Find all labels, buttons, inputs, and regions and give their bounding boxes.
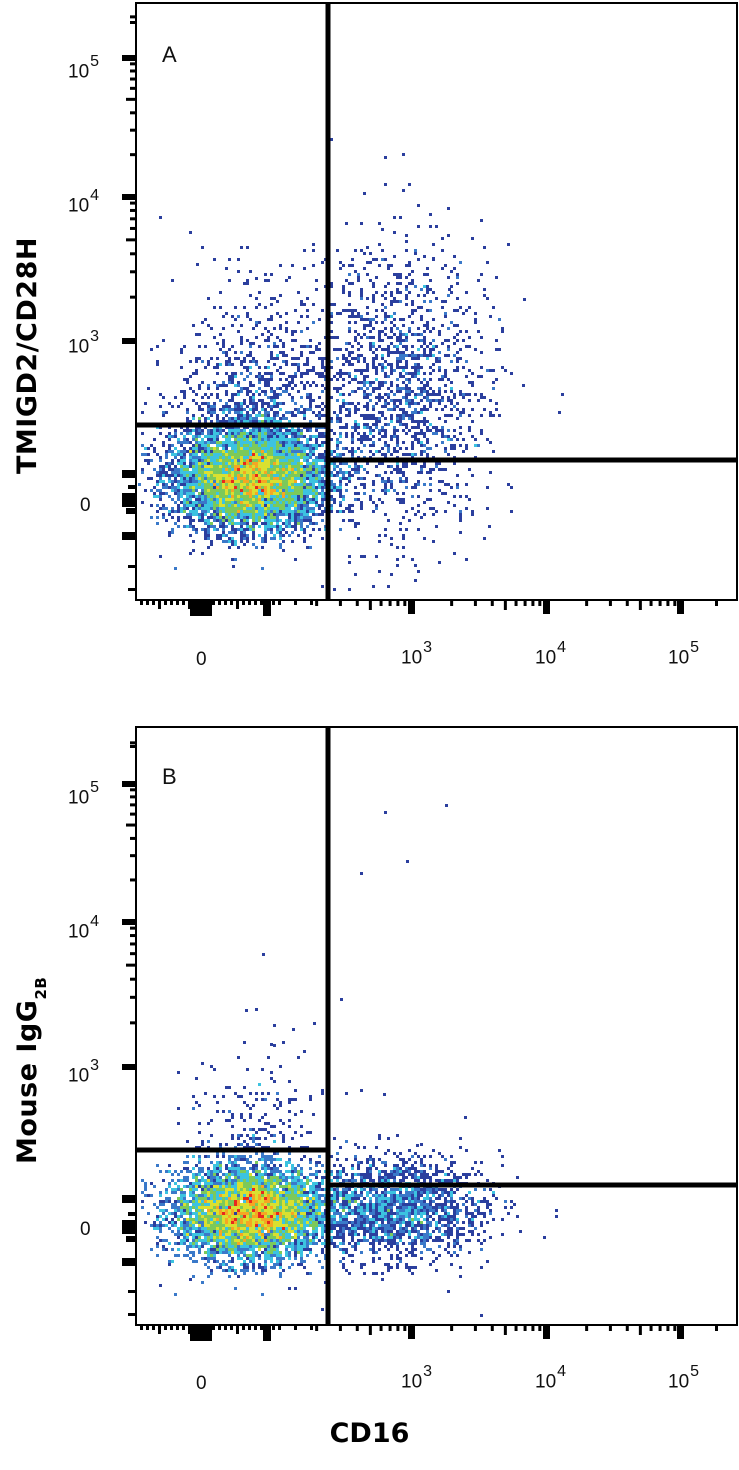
gate-horizontal-right <box>328 1182 737 1188</box>
gate-horizontal-left <box>136 1147 328 1153</box>
gate-vertical <box>325 727 331 1325</box>
y-axis-label-b-subscript: 2B <box>32 976 51 1000</box>
outlier-point <box>232 565 235 568</box>
outlier-point <box>270 1043 273 1046</box>
outlier-point <box>345 1092 348 1095</box>
y-tick-a-1e3: 103 <box>68 328 100 358</box>
outlier-point <box>340 998 343 1001</box>
plot-frame <box>135 2 738 601</box>
x-tick-b-1e5: 105 <box>668 1363 700 1393</box>
plot-b-canvas <box>122 726 738 1341</box>
outlier-point <box>448 288 451 291</box>
gate-horizontal-left <box>136 422 328 428</box>
x-axis-ticks <box>140 1325 718 1341</box>
outlier-point <box>313 1022 316 1025</box>
outlier-point <box>416 1144 419 1147</box>
outlier-point <box>383 1093 386 1096</box>
outlier-point <box>245 1009 248 1012</box>
x-axis-ticks <box>140 600 718 616</box>
outlier-point <box>445 804 448 807</box>
outlier-point <box>432 257 435 260</box>
panel-a: A TMIGD2/CD28H 105 104 103 0 0 103 104 1… <box>0 0 739 700</box>
outlier-point <box>255 1008 258 1011</box>
x-tick-b-1e3: 103 <box>401 1363 433 1393</box>
x-tick-a-0: 0 <box>196 649 207 670</box>
x-tick-a-1e5: 105 <box>668 639 700 669</box>
panel-letter-a: A <box>162 42 177 67</box>
x-axis-label: CD16 <box>329 1418 410 1449</box>
y-axis-ticks <box>122 15 136 591</box>
y-tick-b-1e4: 104 <box>68 913 100 943</box>
density-points <box>138 138 564 591</box>
outlier-point <box>464 1116 467 1119</box>
y-tick-b-1e5: 105 <box>68 779 100 809</box>
outlier-point <box>255 277 258 280</box>
y-axis-label-b-text: Mouse IgG <box>12 999 43 1164</box>
plot-a-canvas <box>122 2 738 616</box>
outlier-point <box>406 860 409 863</box>
y-axis-ticks <box>122 741 136 1316</box>
outlier-point <box>384 811 387 814</box>
y-tick-b-0: 0 <box>80 1219 91 1240</box>
y-tick-a-1e5: 105 <box>68 53 100 83</box>
gate-vertical <box>325 3 331 600</box>
outlier-point <box>488 525 491 528</box>
outlier-point <box>273 1024 276 1027</box>
outlier-point <box>292 1028 295 1031</box>
panel-letter-b: B <box>162 764 177 789</box>
outlier-point <box>196 263 199 266</box>
x-tick-a-1e4: 104 <box>535 639 567 669</box>
x-tick-a-1e3: 103 <box>401 639 433 669</box>
y-tick-a-1e4: 104 <box>68 187 100 217</box>
x-tick-b-0: 0 <box>196 1373 207 1394</box>
outlier-point <box>523 298 526 301</box>
plot-frame <box>135 726 738 1326</box>
gate-horizontal-right <box>328 457 737 463</box>
density-points <box>141 804 558 1317</box>
x-tick-b-1e4: 104 <box>535 1363 567 1393</box>
y-tick-a-0: 0 <box>80 495 91 516</box>
y-tick-b-1e3: 103 <box>68 1057 100 1087</box>
y-axis-label-b: Mouse IgG2B <box>12 977 50 1164</box>
outlier-point <box>262 953 265 956</box>
outlier-point <box>360 872 363 875</box>
